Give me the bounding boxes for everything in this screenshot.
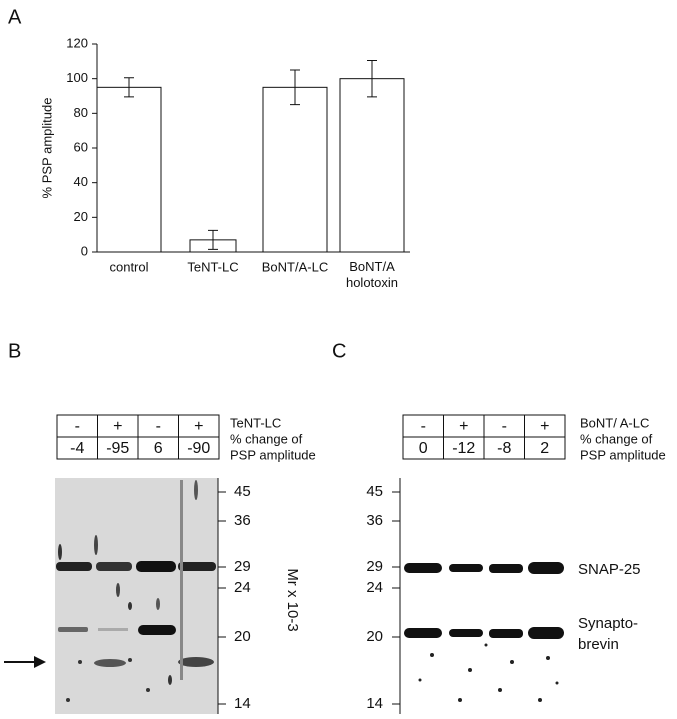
row-label: % change of bbox=[230, 431, 303, 446]
y-tick-label: 20 bbox=[74, 209, 88, 224]
y-tick-label: 40 bbox=[74, 174, 88, 189]
y-tick-label: 100 bbox=[66, 70, 88, 85]
table-cell: -90 bbox=[187, 440, 210, 457]
panel-label: A bbox=[8, 6, 22, 28]
table-cell: + bbox=[459, 418, 468, 435]
y-tick-label: 0 bbox=[81, 243, 88, 258]
table-cell: 6 bbox=[154, 440, 163, 457]
error-bar bbox=[290, 69, 300, 106]
gel-b bbox=[55, 478, 219, 714]
table-cell: - bbox=[502, 418, 507, 435]
marker-label: 45 bbox=[234, 483, 251, 500]
band-label: SNAP-25 bbox=[578, 561, 641, 578]
error-bar bbox=[124, 77, 134, 98]
row-label: % change of bbox=[580, 431, 653, 446]
y-tick-label: 120 bbox=[66, 35, 88, 50]
table-cell: -12 bbox=[452, 440, 475, 457]
marker-label: 45 bbox=[366, 483, 383, 500]
row-label: PSP amplitude bbox=[230, 447, 316, 462]
marker-label: 14 bbox=[366, 695, 383, 712]
row-label: TeNT-LC bbox=[230, 415, 281, 430]
table-cell: -95 bbox=[106, 440, 129, 457]
row-label: BoNT/ A-LC bbox=[580, 415, 649, 430]
error-bar bbox=[367, 59, 377, 98]
table-cell: -4 bbox=[70, 440, 84, 457]
y-tick-label: 60 bbox=[74, 139, 88, 154]
band-label: Synapto- bbox=[578, 615, 638, 632]
marker-label: 36 bbox=[366, 512, 383, 529]
gel-c bbox=[399, 478, 564, 714]
x-tick-label: control bbox=[109, 259, 148, 274]
marker-label: 20 bbox=[366, 628, 383, 645]
marker-label: 36 bbox=[234, 512, 251, 529]
table-cell: + bbox=[113, 418, 122, 435]
bar bbox=[262, 86, 328, 253]
panel-label: C bbox=[332, 340, 346, 362]
marker-label: 29 bbox=[366, 558, 383, 575]
panel-label: B bbox=[8, 340, 21, 362]
y-axis-label: % PSP amplitude bbox=[39, 98, 54, 199]
table-cell: 2 bbox=[540, 440, 549, 457]
y-tick-label: 80 bbox=[74, 105, 88, 120]
table-cell: - bbox=[421, 418, 426, 435]
axis-label: Mr x 10-3 bbox=[284, 568, 301, 631]
table-cell: - bbox=[75, 418, 80, 435]
table-cell: + bbox=[194, 418, 203, 435]
table-cell: - bbox=[156, 418, 161, 435]
row-label: PSP amplitude bbox=[580, 447, 666, 462]
marker-label: 24 bbox=[366, 579, 383, 596]
marker-label: 24 bbox=[234, 579, 251, 596]
x-tick-label: BoNT/A holotoxin bbox=[346, 259, 398, 290]
bar bbox=[96, 86, 162, 253]
x-tick-label: BoNT/A-LC bbox=[262, 259, 328, 274]
x-tick-label: TeNT-LC bbox=[187, 259, 238, 274]
table-cell: + bbox=[540, 418, 549, 435]
bar bbox=[339, 78, 405, 253]
marker-label: 29 bbox=[234, 558, 251, 575]
marker-label: 14 bbox=[234, 695, 251, 712]
table-cell: -8 bbox=[497, 440, 511, 457]
marker-label: 20 bbox=[234, 628, 251, 645]
error-bar bbox=[208, 229, 218, 250]
table-cell: 0 bbox=[419, 440, 428, 457]
arrow bbox=[4, 656, 46, 668]
band-label: brevin bbox=[578, 636, 619, 653]
